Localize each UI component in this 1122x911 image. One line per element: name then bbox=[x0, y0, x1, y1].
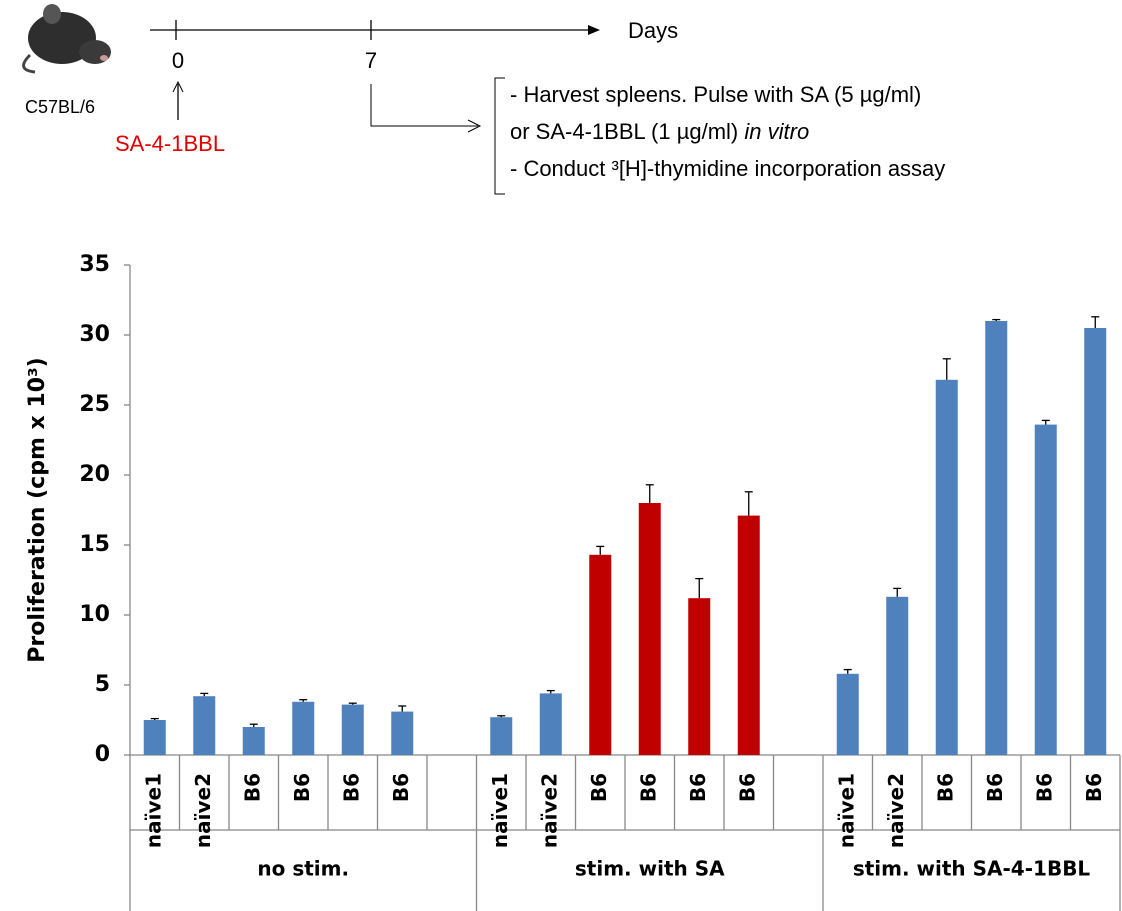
x-tick-label: B6 bbox=[240, 773, 264, 802]
strain-label: C57BL/6 bbox=[25, 97, 95, 117]
bar bbox=[886, 596, 909, 755]
timeline-arrow bbox=[588, 25, 600, 35]
bar bbox=[539, 693, 562, 755]
x-tick-label: B6 bbox=[933, 773, 957, 802]
arrow bbox=[370, 84, 478, 127]
x-tick-label: B6 bbox=[636, 773, 660, 802]
x-tick-label: B6 bbox=[290, 773, 314, 802]
bracket bbox=[494, 77, 505, 195]
x-tick-label: naïve1 bbox=[488, 773, 512, 848]
bar bbox=[638, 503, 661, 755]
group-label: stim. with SA-4-1BBL bbox=[853, 857, 1091, 881]
bar bbox=[391, 711, 414, 755]
bar bbox=[490, 717, 513, 755]
step: - Harvest spleens. Pulse with SA (5 µg/m… bbox=[510, 82, 921, 107]
bar bbox=[341, 704, 364, 755]
y-axis-label: Proliferation (cpm x 10³) bbox=[25, 357, 50, 662]
x-tick-label: naïve2 bbox=[191, 773, 215, 848]
step-text: or SA-4-1BBL (1 µg/ml) bbox=[510, 119, 738, 144]
x-tick-label: naïve2 bbox=[884, 773, 908, 848]
bar bbox=[193, 696, 216, 755]
bar bbox=[935, 379, 958, 755]
x-tick-label: B6 bbox=[339, 773, 363, 802]
y-tick-label: 30 bbox=[79, 322, 110, 347]
y-tick-label: 0 bbox=[95, 742, 110, 767]
arrow-head bbox=[467, 119, 482, 133]
timeline-label: Days bbox=[628, 18, 678, 43]
bar bbox=[143, 720, 166, 755]
x-tick-label: B6 bbox=[735, 773, 759, 802]
y-tick-label: 10 bbox=[79, 602, 110, 627]
step: or SA-4-1BBL (1 µg/ml) in vitro bbox=[510, 119, 809, 144]
x-tick-label: naïve2 bbox=[537, 773, 561, 848]
x-tick-label: B6 bbox=[983, 773, 1007, 802]
day-label: 0 bbox=[172, 48, 184, 73]
bar bbox=[985, 321, 1008, 755]
treatment-label: SA-4-1BBL bbox=[115, 131, 225, 156]
bar bbox=[1034, 424, 1057, 755]
bar bbox=[242, 727, 265, 755]
bar bbox=[1084, 328, 1107, 755]
step-italic: in vitro bbox=[744, 119, 809, 144]
x-tick-label: naïve1 bbox=[141, 773, 165, 848]
step: - Conduct ³[H]-thymidine incorporation a… bbox=[510, 156, 945, 181]
x-tick-label: B6 bbox=[1082, 773, 1106, 802]
y-tick-label: 25 bbox=[79, 392, 110, 417]
bar bbox=[737, 515, 760, 755]
y-tick-label: 20 bbox=[79, 462, 110, 487]
bar bbox=[589, 554, 612, 755]
y-tick-label: 5 bbox=[95, 672, 110, 697]
x-tick-label: B6 bbox=[587, 773, 611, 802]
group-label: no stim. bbox=[257, 857, 349, 881]
day-label: 7 bbox=[365, 48, 377, 73]
y-tick-label: 35 bbox=[79, 252, 110, 277]
mouse-icon bbox=[22, 4, 111, 74]
x-tick-label: naïve1 bbox=[834, 773, 858, 848]
y-tick-label: 15 bbox=[79, 532, 110, 557]
arrow-head bbox=[172, 80, 184, 93]
x-tick-label: B6 bbox=[686, 773, 710, 802]
bar bbox=[292, 701, 315, 755]
bar bbox=[836, 673, 859, 755]
x-tick-label: B6 bbox=[1032, 773, 1056, 802]
bar bbox=[688, 598, 711, 755]
group-label: stim. with SA bbox=[575, 857, 725, 881]
x-tick-label: B6 bbox=[389, 773, 413, 802]
